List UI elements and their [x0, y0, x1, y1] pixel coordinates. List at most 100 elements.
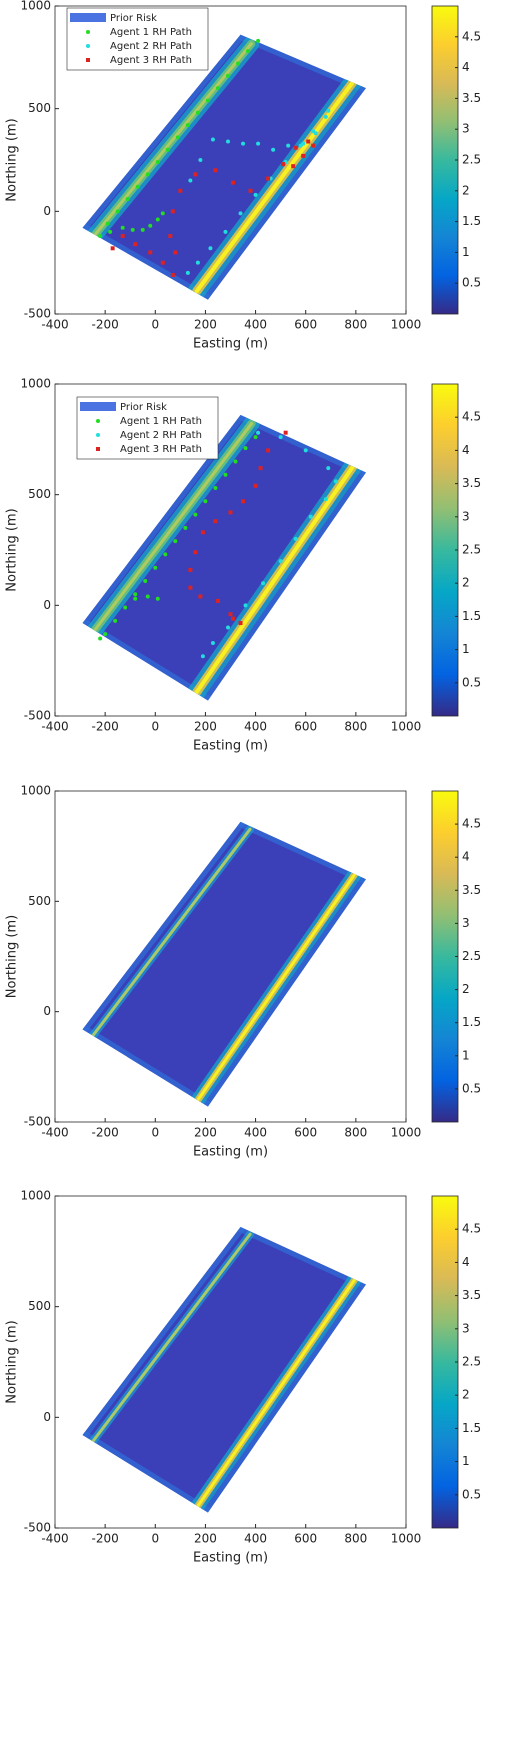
x-tick-label: 0	[151, 1532, 159, 1546]
colorbar-tick-label: 4	[462, 443, 470, 457]
path-point	[195, 110, 200, 115]
path-point	[210, 137, 215, 142]
risk-ridge	[194, 77, 357, 294]
y-tick-label: 1000	[20, 784, 51, 798]
y-axis-label: Northing (m)	[5, 118, 20, 201]
path-point	[133, 592, 138, 597]
path-point	[148, 223, 153, 228]
colorbar-tick-label: 1	[462, 1048, 470, 1062]
x-tick-label: 0	[151, 1126, 159, 1140]
path-point	[256, 430, 261, 435]
legend-label: Prior Risk	[120, 402, 167, 413]
panel: -400 -200 0 200 400 600 800 1000 -500 0 500 1000 Eas…	[5, 0, 482, 352]
x-tick-label: -200	[92, 1532, 119, 1546]
y-tick-label: -500	[24, 1115, 51, 1129]
path-point	[231, 180, 236, 185]
path-point	[208, 246, 213, 251]
path-point	[266, 448, 271, 453]
path-point	[308, 514, 313, 519]
colorbar	[431, 790, 459, 1123]
risk-ridge	[82, 222, 213, 300]
panel: -400 -200 0 200 400 600 800 1000 -500 0 500 1000 Eas…	[5, 784, 482, 1160]
x-axis-label: Easting (m)	[193, 739, 268, 754]
path-point	[278, 435, 283, 440]
path-point	[160, 260, 165, 265]
path-point	[133, 596, 138, 601]
path-point	[160, 211, 165, 216]
x-tick-label: 200	[194, 1532, 217, 1546]
path-point	[103, 632, 108, 637]
path-point	[281, 162, 286, 167]
x-tick-label: 200	[194, 720, 217, 734]
path-point	[200, 654, 205, 659]
y-tick-label: 500	[28, 1299, 51, 1313]
path-point	[193, 550, 198, 555]
legend-marker	[96, 433, 100, 437]
x-tick-label: -200	[92, 720, 119, 734]
path-point	[133, 242, 138, 247]
colorbar	[431, 1195, 459, 1529]
x-tick-label: 800	[344, 318, 367, 332]
x-tick-label: -400	[41, 720, 68, 734]
x-tick-label: 1000	[391, 1532, 422, 1546]
axes-frame	[54, 5, 407, 315]
legend-label: Agent 1 RH Path	[120, 416, 202, 427]
x-tick-label: 200	[194, 318, 217, 332]
risk-ridge	[196, 870, 358, 1102]
legend: Prior Risk Agent 1 RH Path Agent 2 RH Path…	[66, 7, 209, 71]
y-tick-label: -500	[24, 307, 51, 321]
path-point	[301, 141, 306, 146]
path-point	[185, 123, 190, 128]
path-point	[223, 229, 228, 234]
path-point	[170, 272, 175, 277]
y-tick-label: 0	[43, 1004, 51, 1018]
path-point	[306, 139, 311, 144]
x-tick-label: -200	[92, 1126, 119, 1140]
colorbar-tick-label: 3	[462, 916, 470, 930]
path-point	[193, 512, 198, 517]
legend-marker	[96, 419, 100, 423]
colorbar-tick-label: 2.5	[462, 543, 481, 557]
risk-ridge	[196, 1276, 358, 1508]
risk-ridge	[194, 462, 357, 695]
path-point	[311, 143, 316, 148]
y-tick-label: 500	[28, 487, 51, 501]
legend-marker	[96, 447, 100, 451]
path-point	[278, 559, 283, 564]
legend-label: Agent 1 RH Path	[110, 27, 192, 38]
colorbar-tick-label: 4.5	[462, 410, 481, 424]
x-tick-label: 800	[344, 720, 367, 734]
path-point	[145, 594, 150, 599]
path-point	[130, 227, 135, 232]
x-axis-label: Easting (m)	[193, 1145, 268, 1160]
risk-field	[82, 821, 366, 1107]
path-point	[153, 565, 158, 570]
path-point	[258, 466, 263, 471]
path-point	[253, 483, 258, 488]
path-point	[248, 188, 253, 193]
path-point	[155, 217, 160, 222]
path-point	[203, 499, 208, 504]
colorbar-tick-label: 2.5	[462, 153, 481, 167]
path-point	[198, 594, 203, 599]
path-point	[173, 539, 178, 544]
path-point	[195, 260, 200, 265]
x-tick-label: 400	[244, 318, 267, 332]
path-point	[213, 519, 218, 524]
risk-ridge	[91, 42, 253, 239]
path-point	[225, 73, 230, 78]
path-point	[193, 172, 198, 177]
path-point	[155, 596, 160, 601]
risk-ridge	[202, 83, 366, 300]
colorbar	[431, 383, 459, 717]
legend-label: Agent 2 RH Path	[120, 430, 202, 441]
path-point	[313, 131, 318, 136]
path-point	[326, 466, 331, 471]
path-point	[210, 640, 215, 645]
x-tick-label: 600	[294, 318, 317, 332]
x-tick-label: 600	[294, 1532, 317, 1546]
x-tick-label: 600	[294, 1126, 317, 1140]
path-point	[143, 578, 148, 583]
